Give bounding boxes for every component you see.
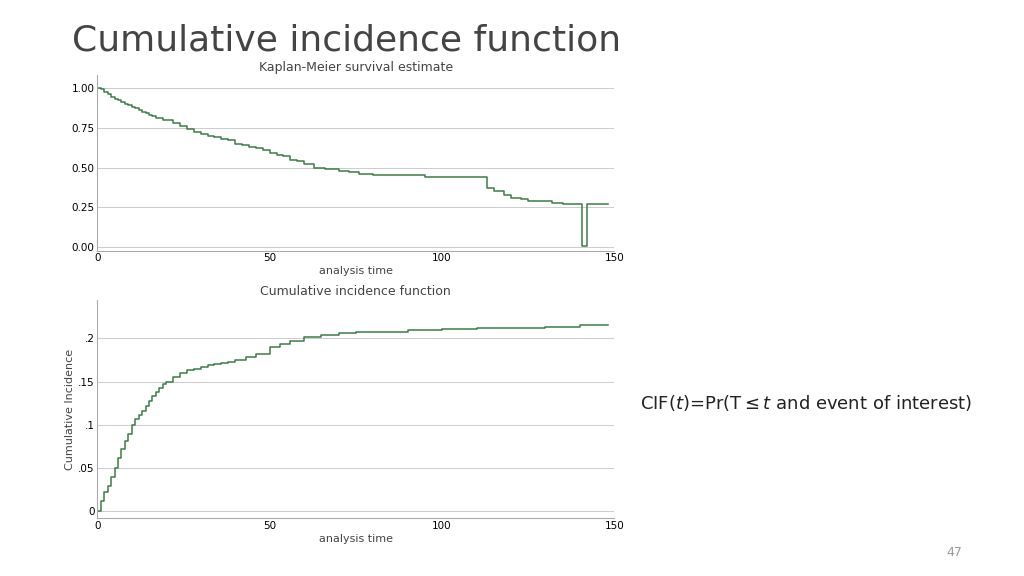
Title: Cumulative incidence function: Cumulative incidence function [260, 285, 452, 298]
Title: Kaplan-Meier survival estimate: Kaplan-Meier survival estimate [259, 60, 453, 74]
X-axis label: analysis time: analysis time [318, 534, 393, 544]
Text: 47: 47 [946, 545, 963, 559]
Text: Cumulative incidence function: Cumulative incidence function [72, 23, 621, 57]
Y-axis label: Cumulative Incidence: Cumulative Incidence [66, 348, 75, 469]
X-axis label: analysis time: analysis time [318, 266, 393, 276]
Text: CIF($t$)=Pr(T$\leq$$t$ and event of interest): CIF($t$)=Pr(T$\leq$$t$ and event of inte… [640, 393, 972, 413]
